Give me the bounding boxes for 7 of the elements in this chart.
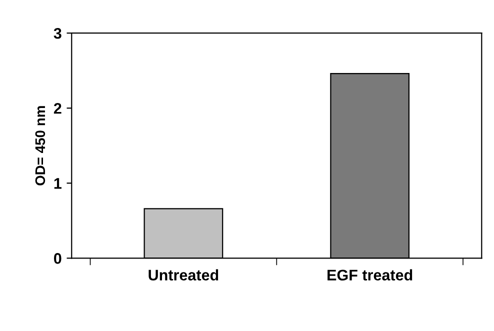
y-tick-label: 1 [54, 178, 62, 189]
y-tick-label: 2 [54, 102, 62, 114]
y-axis-title: OD= 450 nm [35, 106, 46, 186]
y-tick-label: 3 [54, 28, 62, 39]
x-tick-label: Untreated [148, 269, 218, 281]
x-tick-label: EGF treated [328, 269, 412, 281]
y-tick-label: 0 [54, 253, 62, 264]
